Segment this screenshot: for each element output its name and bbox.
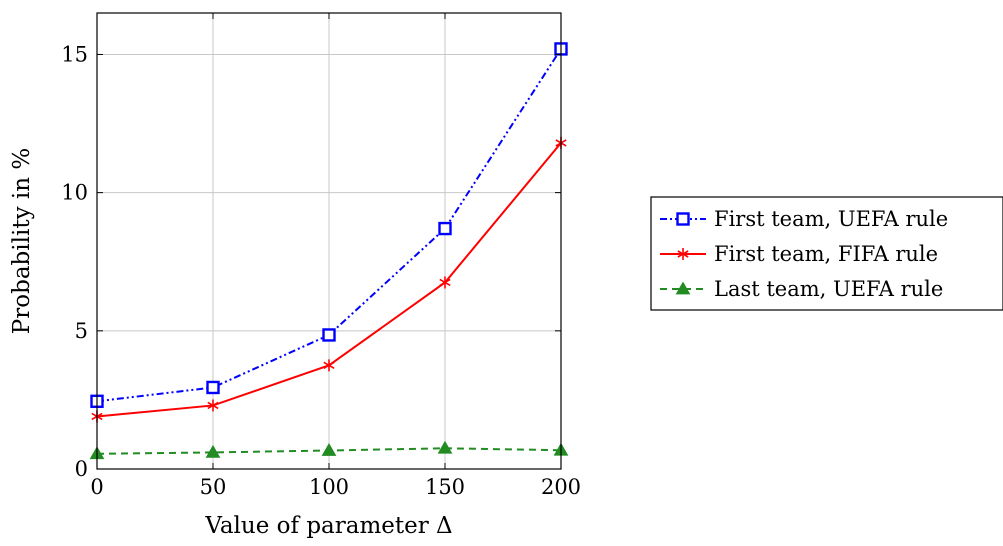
y-tick-label: 15 — [61, 42, 88, 66]
series-layer — [89, 42, 569, 460]
y-axis-label: Probability in % — [9, 148, 35, 334]
x-tick-label: 50 — [200, 475, 227, 499]
asterisk-stroke — [677, 250, 689, 258]
asterisk-marker — [323, 359, 335, 372]
asterisk-stroke — [323, 361, 335, 370]
square-marker — [438, 221, 452, 236]
triangle-marker — [437, 440, 453, 454]
legend-label: First team, FIFA rule — [714, 242, 938, 266]
series-3 — [89, 440, 569, 460]
legend-label: Last team, UEFA rule — [714, 277, 943, 301]
asterisk-marker — [439, 276, 451, 289]
x-tick-label: 200 — [541, 475, 581, 499]
square-marker — [322, 328, 336, 342]
y-tick-label: 5 — [75, 319, 88, 343]
asterisk-marker — [677, 248, 689, 260]
axis-ticks: 0 50 100 150 200 0 5 10 15 — [61, 13, 581, 499]
legend-entry: First team, FIFA rule — [660, 242, 938, 266]
y-tick-label: 0 — [75, 457, 88, 481]
triangle-marker — [205, 444, 221, 458]
y-tick-label: 10 — [61, 181, 88, 205]
grid — [97, 13, 561, 469]
x-tick-label: 150 — [425, 475, 465, 499]
legend-label: First team, UEFA rule — [714, 207, 948, 231]
square-marker — [206, 380, 220, 395]
x-tick-label: 0 — [90, 475, 103, 499]
x-axis-label: Value of parameter Δ — [204, 513, 452, 539]
x-tick-label: 100 — [309, 475, 349, 499]
legend: First team, UEFA rule First team, FIFA ru… — [650, 196, 1003, 311]
triangle-marker — [321, 442, 337, 456]
asterisk-marker — [207, 399, 219, 412]
square-marker — [676, 212, 690, 226]
asterisk-stroke — [207, 401, 219, 410]
legend-box — [650, 196, 1003, 311]
legend-entry: Last team, UEFA rule — [660, 277, 943, 301]
asterisk-stroke — [439, 278, 451, 287]
triangle-marker — [675, 281, 691, 295]
legend-entry: First team, UEFA rule — [660, 207, 948, 231]
